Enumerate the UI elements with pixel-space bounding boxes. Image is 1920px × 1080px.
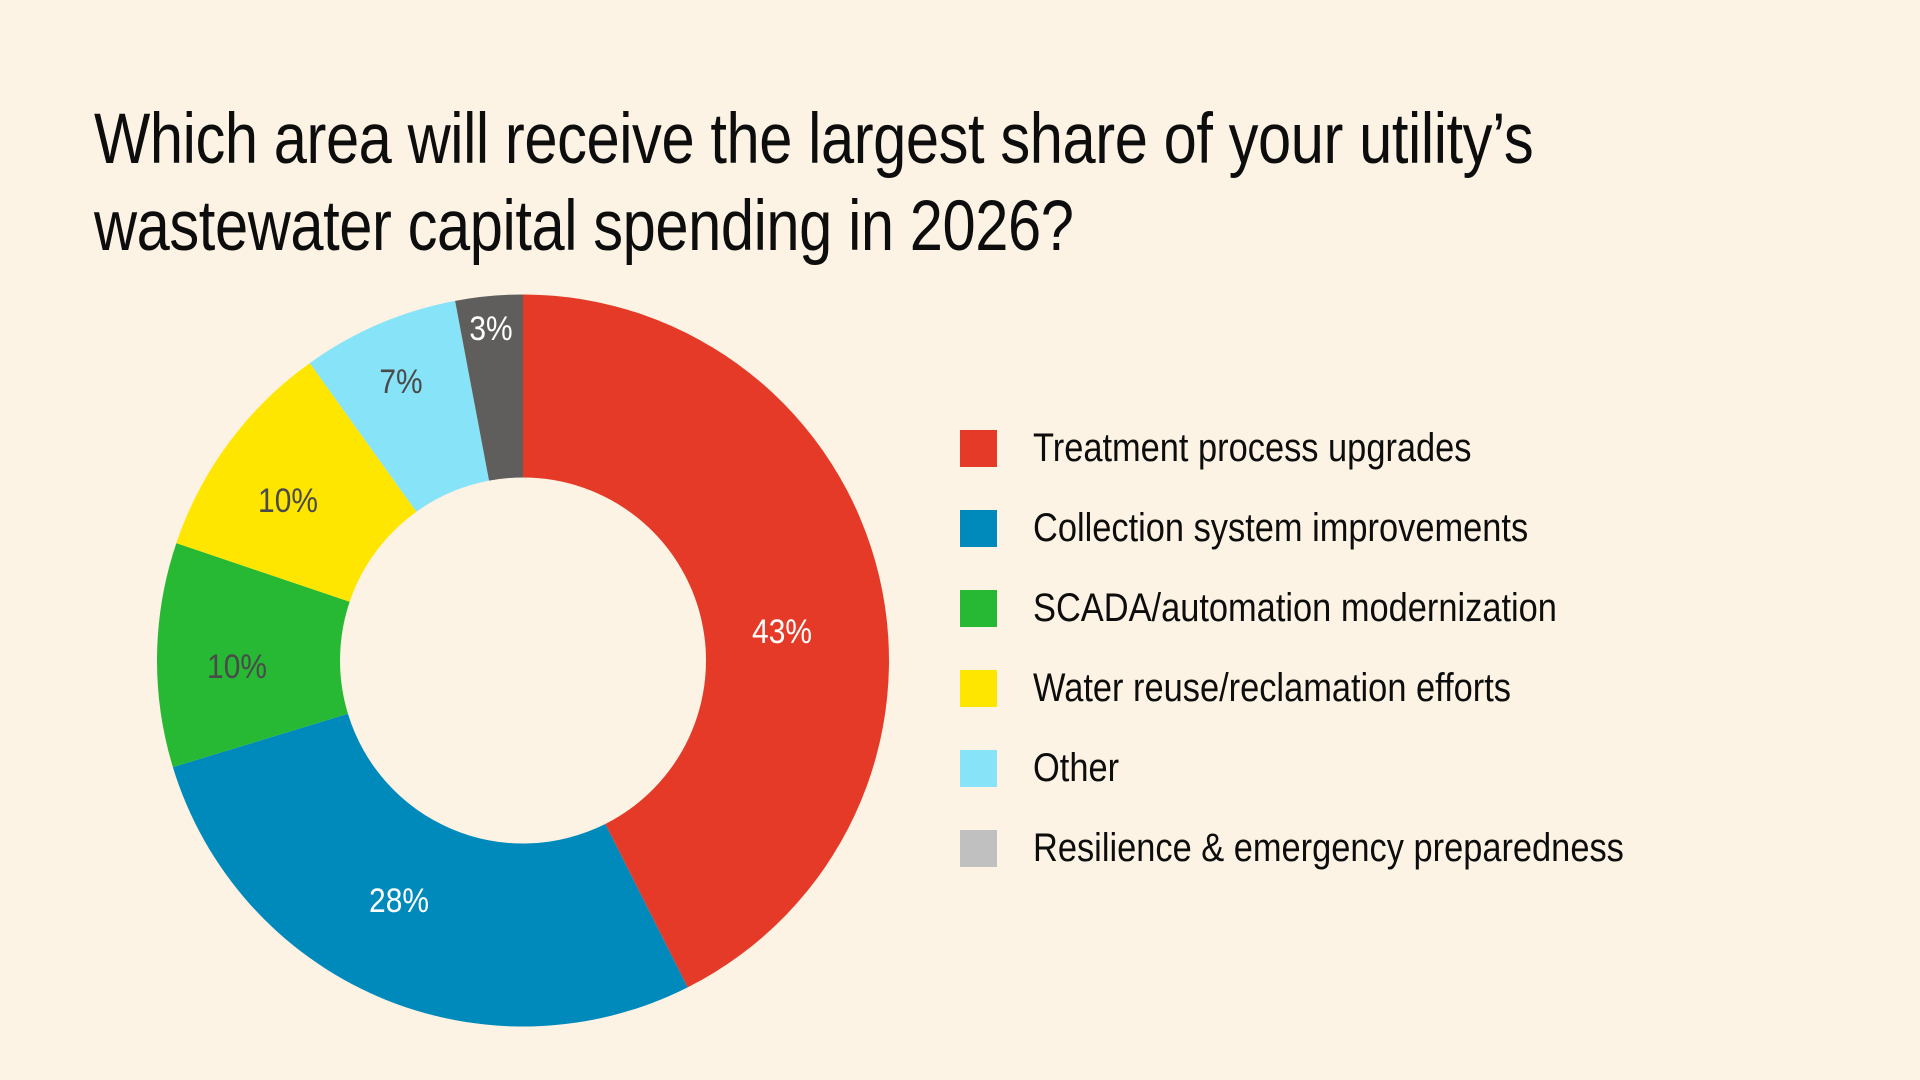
legend-swatch-icon xyxy=(960,510,997,547)
chart-title-line-2: wastewater capital spending in 2026? xyxy=(94,187,1074,266)
donut-slice-collection[interactable] xyxy=(172,713,688,1027)
legend-item-water-reuse[interactable]: Water reuse/reclamation efforts xyxy=(960,666,1860,710)
slice-label-resilience: 3% xyxy=(469,310,513,348)
donut-slice-other[interactable] xyxy=(309,300,490,512)
legend-item-scada[interactable]: SCADA/automation modernization xyxy=(960,586,1860,630)
legend-label: Resilience & emergency preparedness xyxy=(1033,826,1624,870)
legend-label: SCADA/automation modernization xyxy=(1033,586,1557,630)
donut-slice-water-reuse[interactable] xyxy=(176,363,417,602)
slice-label-collection: 28% xyxy=(369,882,429,920)
legend-item-other[interactable]: Other xyxy=(960,746,1860,790)
legend-swatch-icon xyxy=(960,590,997,627)
slice-label-water-reuse: 10% xyxy=(258,482,318,520)
legend-label: Collection system improvements xyxy=(1033,506,1529,550)
slice-label-other: 7% xyxy=(379,363,423,401)
donut-slice-resilience[interactable] xyxy=(455,294,523,481)
legend-swatch-icon xyxy=(960,750,997,787)
chart-title: Which area will receive the largest shar… xyxy=(94,96,1534,270)
slice-label-treatment: 43% xyxy=(752,613,812,651)
donut-slice-treatment[interactable] xyxy=(523,294,889,988)
legend-swatch-icon xyxy=(960,830,997,867)
legend-swatch-icon xyxy=(960,670,997,707)
legend-label: Other xyxy=(1033,746,1120,790)
chart-title-line-1: Which area will receive the largest shar… xyxy=(94,100,1534,179)
legend-item-treatment[interactable]: Treatment process upgrades xyxy=(960,426,1860,470)
donut-slice-scada[interactable] xyxy=(157,543,350,768)
legend-swatch-icon xyxy=(960,430,997,467)
legend-label: Treatment process upgrades xyxy=(1033,426,1472,470)
legend-item-collection[interactable]: Collection system improvements xyxy=(960,506,1860,550)
donut-slices xyxy=(157,294,889,1027)
legend-label: Water reuse/reclamation efforts xyxy=(1033,666,1511,710)
slice-label-scada: 10% xyxy=(207,648,267,686)
legend-item-resilience[interactable]: Resilience & emergency preparedness xyxy=(960,826,1860,870)
